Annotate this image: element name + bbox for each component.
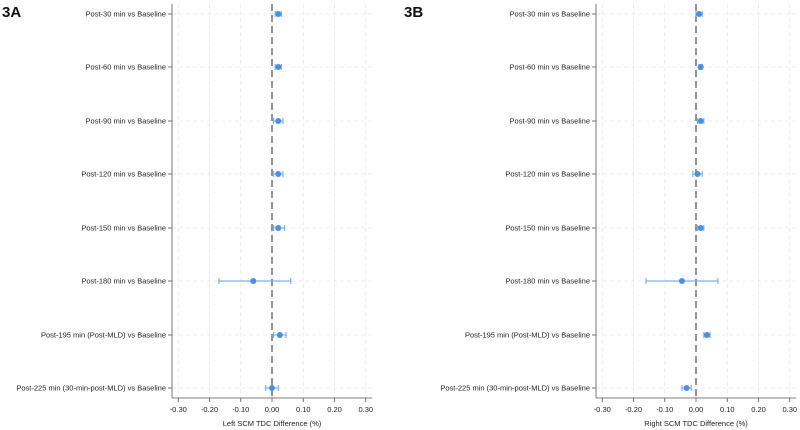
right-x-tick-label: -0.10 bbox=[656, 405, 673, 414]
left-estimate-point-0 bbox=[275, 11, 282, 17]
right-row-label: Post-195 min (Post-MLD) vs Baseline bbox=[465, 331, 590, 340]
left-estimate-point-5 bbox=[250, 278, 257, 284]
left-x-tick-label: 0.30 bbox=[358, 405, 373, 414]
right-row-label: Post-180 min vs Baseline bbox=[505, 277, 590, 286]
right-estimate-point-5 bbox=[678, 278, 685, 284]
right-estimate-point-6 bbox=[703, 332, 710, 338]
right-estimate-point-7 bbox=[683, 385, 690, 391]
left-x-tick-label: -0.30 bbox=[170, 405, 187, 414]
right-estimate-point-4 bbox=[697, 225, 704, 231]
left-x-axis-title: Left SCM TDC Difference (%) bbox=[223, 419, 322, 428]
left-panel-label: 3A bbox=[2, 4, 21, 21]
left-estimate-point-6 bbox=[276, 332, 283, 338]
left-x-tick-label: -0.20 bbox=[201, 405, 218, 414]
left-estimate-point-1 bbox=[275, 64, 282, 70]
right-row-label: Post-30 min vs Baseline bbox=[510, 10, 590, 19]
right-panel-label: 3B bbox=[404, 4, 423, 21]
left-x-tick-label: 0.20 bbox=[327, 405, 342, 414]
right-row-label: Post-150 min vs Baseline bbox=[505, 224, 590, 233]
left-estimate-point-2 bbox=[275, 118, 282, 124]
right-row-label: Post-60 min vs Baseline bbox=[510, 63, 590, 72]
left-row-label: Post-225 min (30-min-post-MLD) vs Baseli… bbox=[16, 384, 166, 393]
right-row-label: Post-90 min vs Baseline bbox=[510, 117, 590, 126]
left-x-tick-label: -0.10 bbox=[232, 405, 249, 414]
right-x-tick-label: -0.30 bbox=[594, 405, 611, 414]
right-estimate-point-1 bbox=[697, 64, 704, 70]
right-x-tick-label: 0.10 bbox=[720, 405, 735, 414]
right-x-tick-label: -0.20 bbox=[625, 405, 642, 414]
right-x-tick-label: 0.00 bbox=[689, 405, 704, 414]
right-x-tick-label: 0.30 bbox=[782, 405, 797, 414]
right-x-tick-label: 0.20 bbox=[751, 405, 766, 414]
right-estimate-point-3 bbox=[694, 171, 701, 177]
left-row-label: Post-195 min (Post-MLD) vs Baseline bbox=[41, 331, 166, 340]
left-row-label: Post-180 min vs Baseline bbox=[81, 277, 166, 286]
left-x-tick-label: 0.00 bbox=[265, 405, 280, 414]
left-x-tick-label: 0.10 bbox=[296, 405, 311, 414]
right-estimate-point-0 bbox=[696, 11, 703, 17]
right-x-axis-title: Right SCM TDC Difference (%) bbox=[644, 419, 748, 428]
left-row-label: Post-90 min vs Baseline bbox=[86, 117, 166, 126]
right-estimate-point-2 bbox=[697, 118, 704, 124]
left-row-label: Post-120 min vs Baseline bbox=[81, 170, 166, 179]
left-row-label: Post-60 min vs Baseline bbox=[86, 63, 166, 72]
left-row-label: Post-30 min vs Baseline bbox=[86, 10, 166, 19]
right-row-label: Post-225 min (30-min-post-MLD) vs Baseli… bbox=[440, 384, 590, 393]
left-estimate-point-7 bbox=[269, 385, 275, 391]
left-row-label: Post-150 min vs Baseline bbox=[81, 224, 166, 233]
left-estimate-point-4 bbox=[275, 225, 282, 231]
right-row-label: Post-120 min vs Baseline bbox=[505, 170, 590, 179]
left-estimate-point-3 bbox=[275, 171, 282, 177]
